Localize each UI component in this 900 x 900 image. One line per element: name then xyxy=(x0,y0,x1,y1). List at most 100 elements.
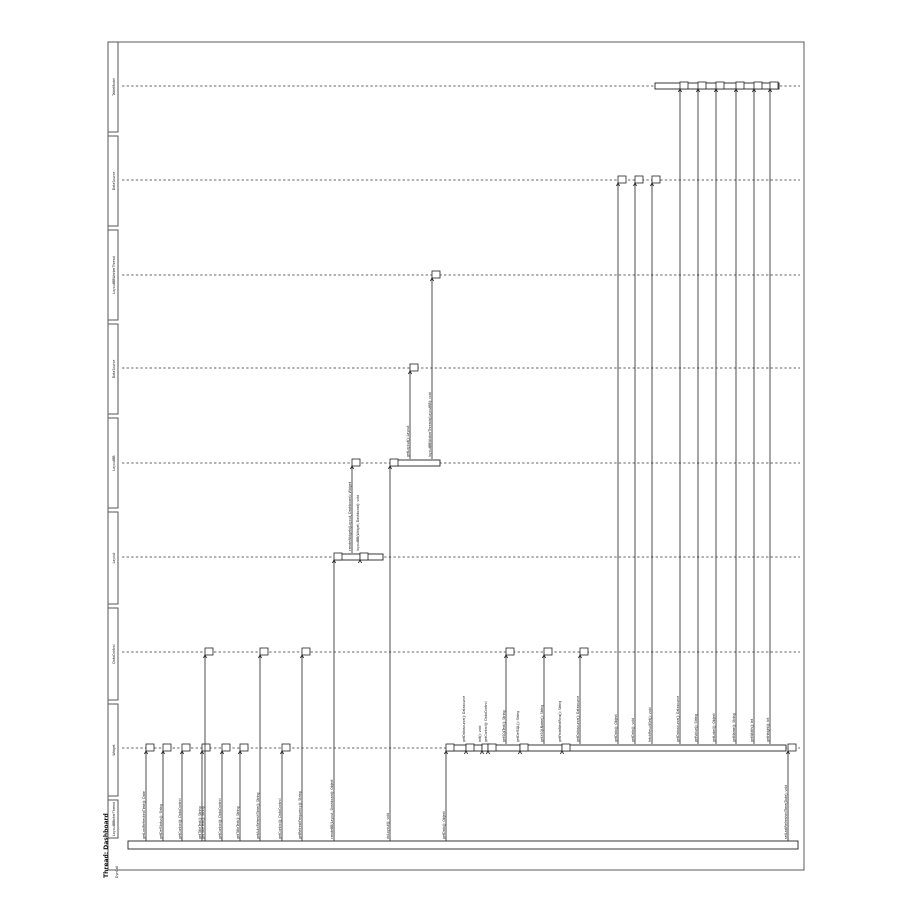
lifeline-label: LayoutBB xyxy=(112,455,116,470)
call-activation-box xyxy=(409,363,419,372)
message-2: getControl(): DataControl xyxy=(178,743,191,841)
message-label: setLastRefreshedTime(Date): void xyxy=(784,785,788,839)
message-label: getValue(): String xyxy=(694,714,698,742)
message-10: createBB(Layout, Dashboard): Object xyxy=(330,552,343,841)
call-activation-box xyxy=(239,743,249,752)
message-7: getAutoRefreshTime(): String xyxy=(256,647,269,841)
lifeline-header-box xyxy=(107,417,119,509)
call-activation-box xyxy=(281,743,291,752)
arrow-head xyxy=(518,750,522,755)
message-12: layoutBB(Widget, Dashboard): void xyxy=(356,495,369,564)
message-label: getData(): void xyxy=(631,718,635,742)
message-30: getLabel(): Object xyxy=(712,81,725,744)
message-label: getTitleText(): String xyxy=(198,806,202,839)
call-activation-box xyxy=(769,81,779,90)
message-label: getWidth(): int xyxy=(750,718,754,742)
message-label: getTitleText(): String xyxy=(236,806,240,839)
lifeline-6: LayoutBBWorkerThread xyxy=(107,229,800,321)
message-label: layoutBBWorkerThreads(LayoutBB): void xyxy=(428,392,432,457)
call-activation-box xyxy=(181,743,191,752)
message-22: getXSQLName(): String xyxy=(540,647,553,744)
lifeline-header-box xyxy=(107,41,119,133)
message-label: getDefSQL(): String xyxy=(516,711,520,742)
message-13: doLayout(): void xyxy=(386,458,399,841)
lifeline-label: Layout xyxy=(112,552,116,564)
lifeline-1: Widget xyxy=(107,703,800,797)
diagram-title: Thread: Dashboard xyxy=(103,813,110,878)
message-6: getTitleText(): String xyxy=(236,743,249,841)
message-8: getControl(): DataControl xyxy=(278,743,291,841)
message-label: fetchResultSet(): void xyxy=(648,707,652,742)
message-21: getDefSQL(): String xyxy=(516,711,529,755)
lifeline-7: DataSource xyxy=(107,135,800,227)
message-label: getAutoRefreshTime(): String xyxy=(256,792,260,839)
message-label: createWidgets(Layout, Dashboard): Widget xyxy=(348,481,352,551)
arrow-head xyxy=(464,750,468,755)
lifeline-4: LayoutBB xyxy=(107,417,800,509)
message-25: getData(): Object xyxy=(614,175,627,744)
call-activation-box xyxy=(359,552,369,561)
lifeline-label: LayoutBBinterThread xyxy=(112,802,116,836)
message-1: getDefStatus(): String xyxy=(159,743,172,841)
call-activation-box xyxy=(753,81,763,90)
call-activation-box xyxy=(543,647,553,656)
message-label: getDefStatus(): String xyxy=(159,804,163,839)
lifeline-label: DataSource xyxy=(112,360,116,379)
message-23: getFromNextRow(): String xyxy=(558,701,571,755)
message-15: layoutBBWorkerThreads(LayoutBB): void xyxy=(428,270,441,459)
lifeline-5: DataSource xyxy=(107,323,800,415)
caller-label: DynCall xyxy=(115,866,119,878)
lifeline-8: TableModel xyxy=(107,41,800,133)
call-activation-box xyxy=(145,743,155,752)
lifeline-label: LayoutBBWorkerThread xyxy=(112,256,116,293)
message-27: fetchResultSet(): void xyxy=(648,175,661,744)
call-activation-box xyxy=(221,743,231,752)
message-label: getName(): String xyxy=(732,713,736,742)
call-activation-box xyxy=(301,647,311,656)
layoutbb-activation-bar xyxy=(391,459,441,467)
call-activation-box xyxy=(697,81,707,90)
lifeline-label: DataControl xyxy=(112,644,116,663)
call-activation-box xyxy=(651,175,661,184)
message-17: getDatasource(): Datasource xyxy=(462,696,475,755)
message-label: getLastRefreshedTime(): Date xyxy=(142,791,146,839)
call-activation-box xyxy=(787,743,797,752)
lifeline-header-box xyxy=(107,799,119,839)
call-activation-box xyxy=(634,175,644,184)
message-label: getRefreshFrequency(): String xyxy=(298,791,302,839)
message-label: doLayout(): void xyxy=(386,813,390,839)
lifeline-header-box xyxy=(107,511,119,605)
call-activation-box xyxy=(201,743,211,752)
call-activation-box xyxy=(519,743,529,752)
message-34: setLastRefreshedTime(Date): void xyxy=(784,743,797,841)
message-20: getSQLText(): String xyxy=(502,647,515,744)
lifeline-2: DataControl xyxy=(107,607,800,701)
message-label: getDatasource(): Datasource xyxy=(676,696,680,742)
message-label: getControl(): DataControl xyxy=(178,798,182,839)
message-label: getDatasource(): Datasource xyxy=(462,696,466,742)
call-activation-box xyxy=(579,647,589,656)
message-label: getXSQLName(): String xyxy=(540,705,544,742)
call-activation-box xyxy=(505,647,515,656)
lifeline-header-box xyxy=(107,135,119,227)
message-label: getHeight(): int xyxy=(766,717,770,742)
message-label: getControl(): DataControl xyxy=(278,798,282,839)
call-activation-box xyxy=(715,81,725,90)
message-label: createBB(Layout, Dashboard): Object xyxy=(330,779,334,839)
message-24: getDatasource(): Datasource xyxy=(576,647,589,744)
message-label: getData(): Object xyxy=(442,810,446,839)
widget-activation-bar xyxy=(447,744,787,752)
message-label: Init(): void xyxy=(478,726,482,742)
call-activation-box xyxy=(333,552,343,561)
lifeline-0: LayoutBBinterThread xyxy=(107,799,119,839)
lifeline-header-box xyxy=(107,703,119,797)
call-activation-box xyxy=(487,743,497,752)
lifeline-header-box xyxy=(107,229,119,321)
message-3: getTitleText(): String xyxy=(198,743,211,841)
call-activation-box xyxy=(162,743,172,752)
lifeline-label: Widget xyxy=(112,744,116,756)
message-label: getControl(): DataControl xyxy=(218,798,222,839)
message-26: getData(): void xyxy=(631,175,644,744)
message-11: createWidgets(Layout, Dashboard): Widget xyxy=(348,458,361,553)
message-32: getWidth(): int xyxy=(750,81,763,744)
